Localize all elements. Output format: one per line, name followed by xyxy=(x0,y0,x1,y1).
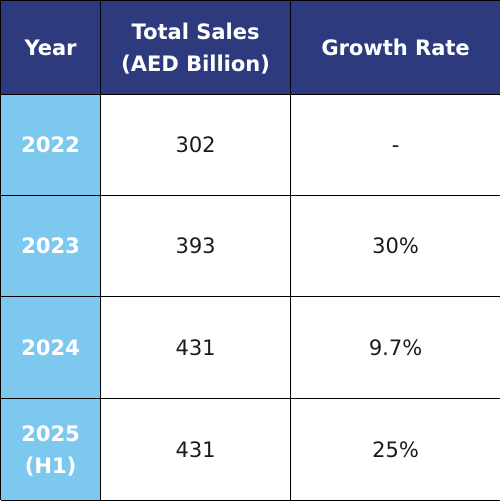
header-year: Year xyxy=(1,1,101,95)
header-growth-rate: Growth Rate xyxy=(291,1,500,95)
row-sales: 431 xyxy=(101,297,291,399)
row-sales: 302 xyxy=(101,95,291,196)
row-growth: - xyxy=(291,95,500,196)
row-growth: 9.7% xyxy=(291,297,500,399)
row-growth: 30% xyxy=(291,196,500,297)
row-growth: 25% xyxy=(291,399,500,501)
row-year: 2025 (H1) xyxy=(1,399,101,501)
row-sales: 431 xyxy=(101,399,291,501)
row-year: 2024 xyxy=(1,297,101,399)
row-sales: 393 xyxy=(101,196,291,297)
header-total-sales: Total Sales (AED Billion) xyxy=(101,1,291,95)
row-year: 2023 xyxy=(1,196,101,297)
row-year: 2022 xyxy=(1,95,101,196)
